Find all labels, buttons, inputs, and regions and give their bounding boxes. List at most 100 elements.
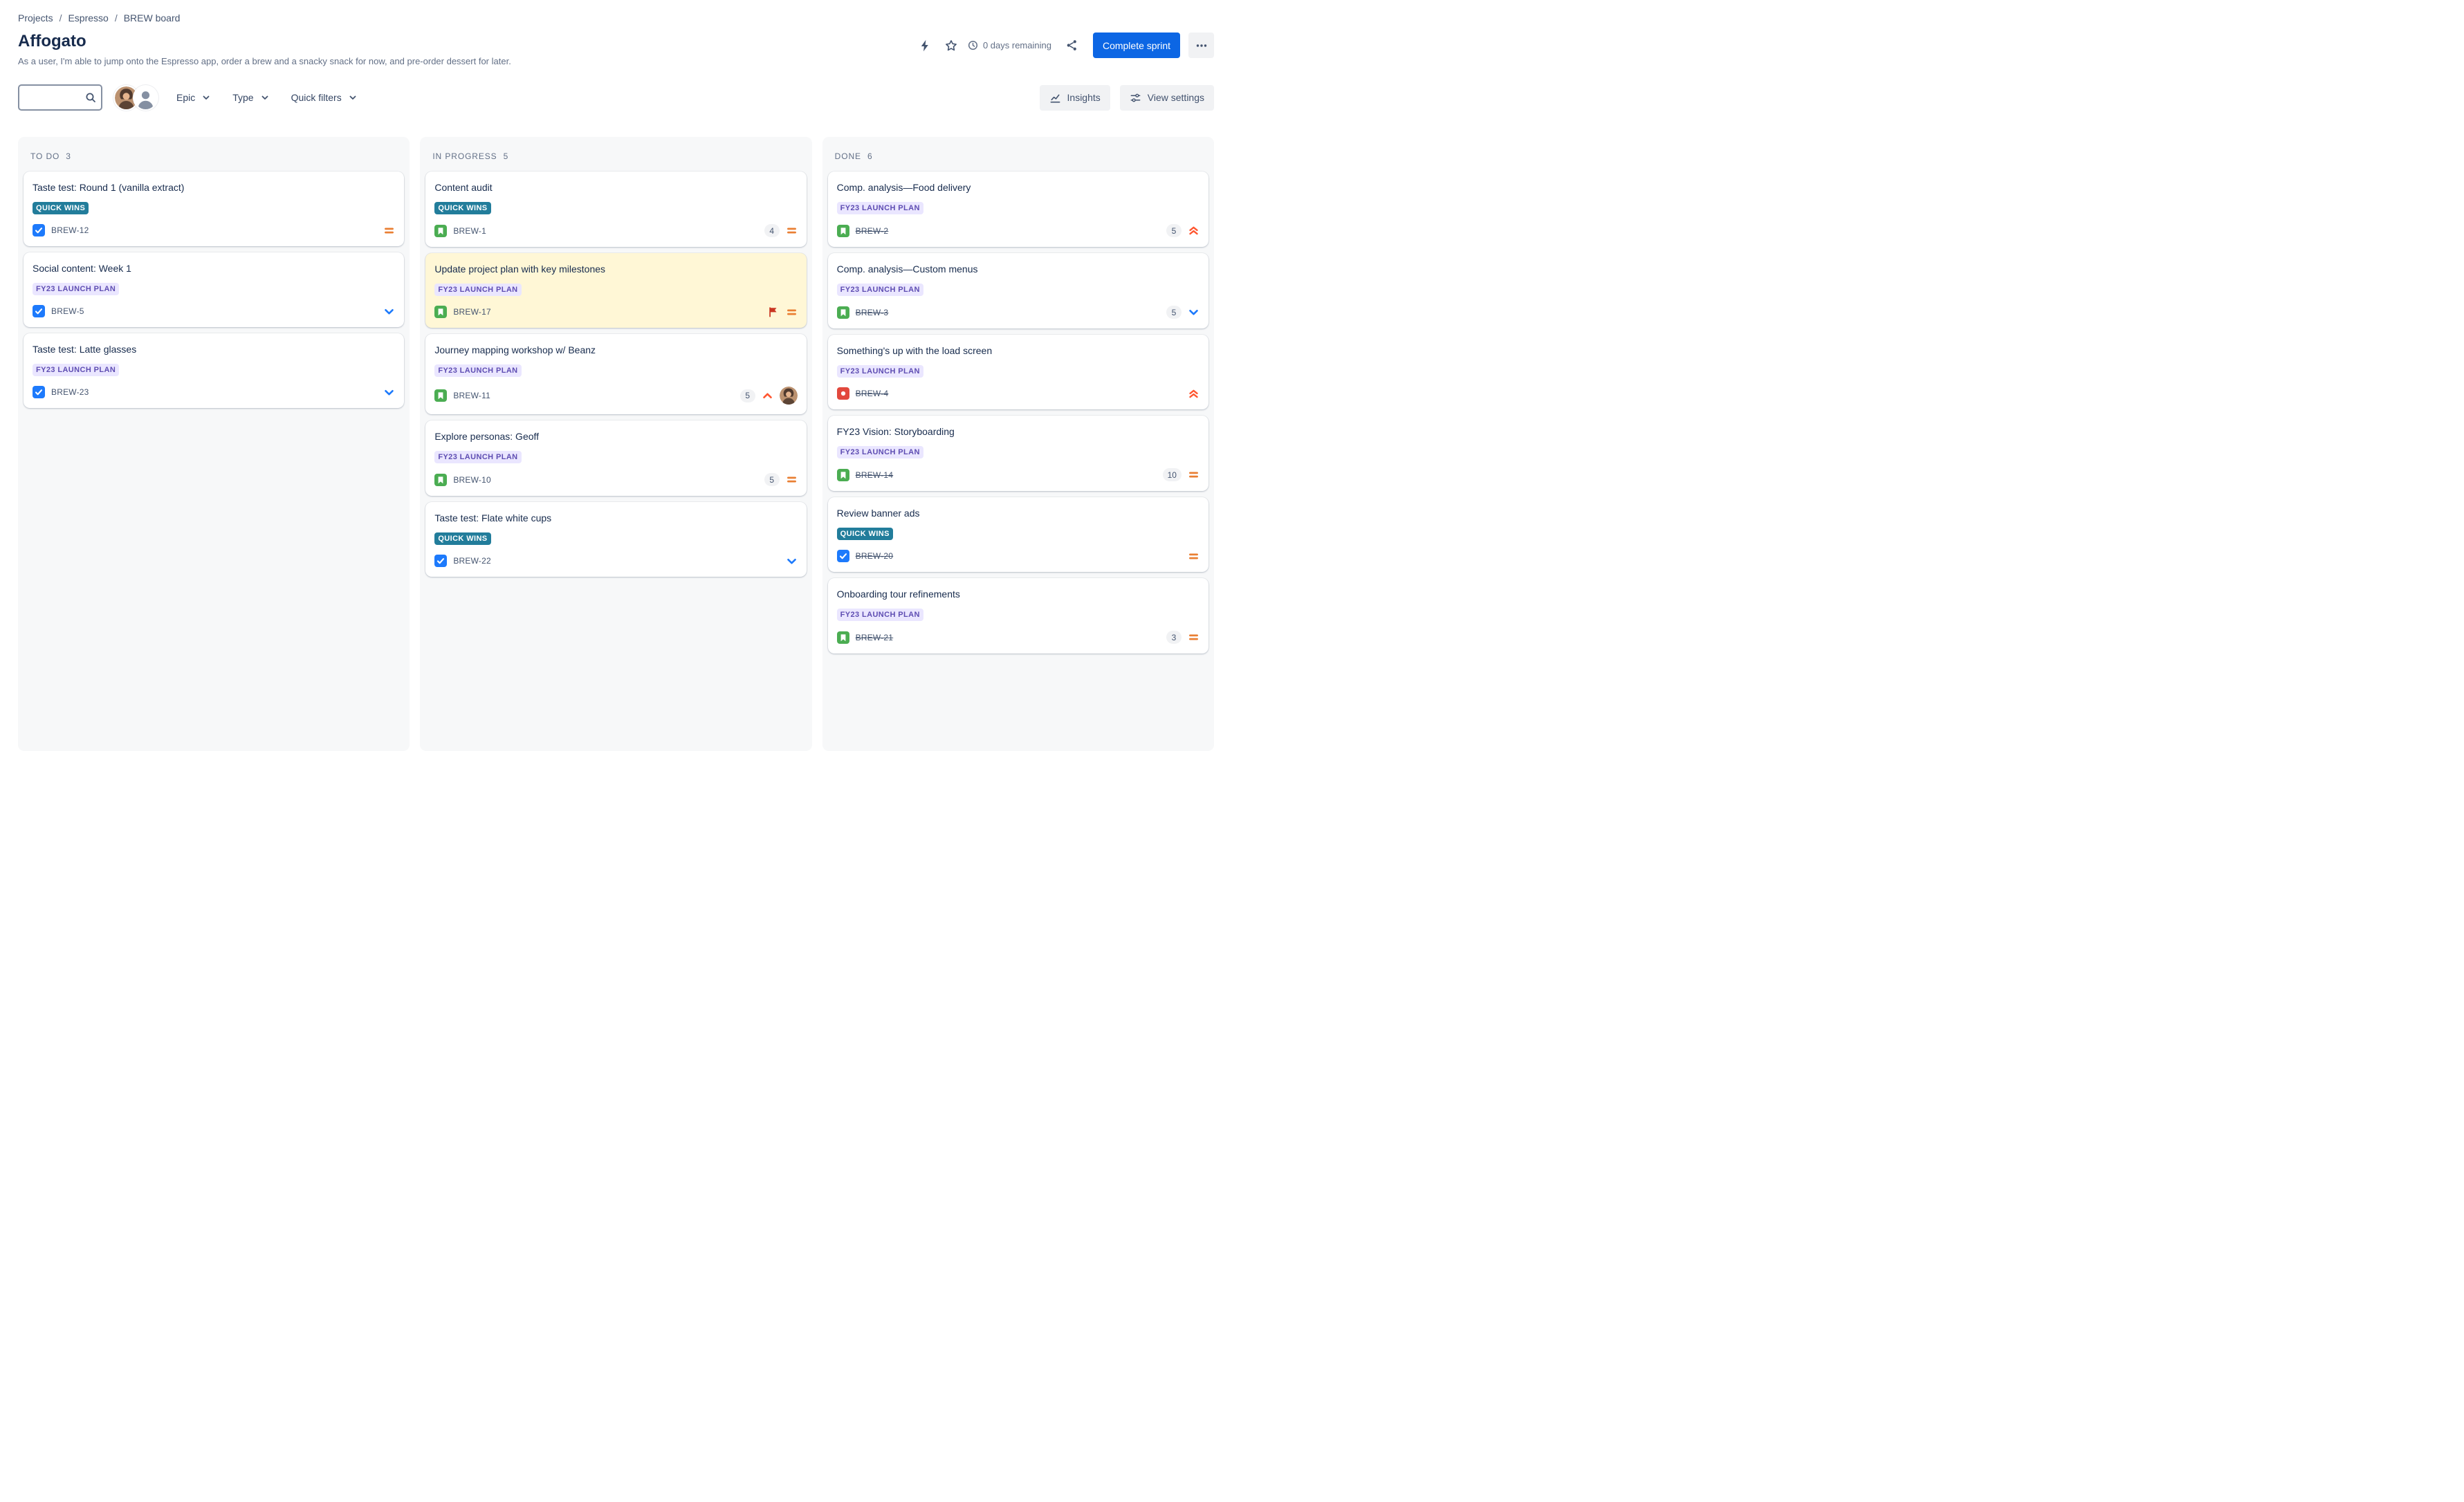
header-actions: 0 days remaining Complete sprint xyxy=(912,33,1214,58)
epic-label[interactable]: FY23 LAUNCH PLAN xyxy=(434,284,522,296)
task-icon xyxy=(33,305,45,317)
issue-card-brew-21[interactable]: Onboarding tour refinements FY23 LAUNCH P… xyxy=(827,578,1208,653)
epic-label[interactable]: FY23 LAUNCH PLAN xyxy=(434,364,522,377)
breadcrumb-projects[interactable]: Projects xyxy=(18,12,53,24)
column-todo: TO DO 3 Taste test: Round 1 (vanilla extra… xyxy=(18,137,410,751)
epic-row: QUICK WINS xyxy=(836,527,1199,540)
estimate-badge: 5 xyxy=(1166,224,1182,237)
card-footer: BREW-22 xyxy=(434,555,797,567)
epic-label[interactable]: QUICK WINS xyxy=(434,532,491,545)
card-title: FY23 Vision: Storyboarding xyxy=(836,426,955,437)
task-icon xyxy=(33,386,45,398)
issue-card-brew-14[interactable]: FY23 Vision: Storyboarding FY23 LAUNCH PL… xyxy=(827,416,1208,491)
epic-label[interactable]: FY23 LAUNCH PLAN xyxy=(33,364,120,376)
assignee-avatar[interactable] xyxy=(779,387,798,405)
epic-label[interactable]: FY23 LAUNCH PLAN xyxy=(836,284,923,296)
priority-medium-icon xyxy=(1188,631,1199,643)
more-icon xyxy=(1195,39,1208,53)
story-icon xyxy=(836,631,849,644)
issue-card-brew-20[interactable]: Review banner ads QUICK WINS BREW-20 xyxy=(827,497,1208,572)
search-input[interactable] xyxy=(18,84,102,111)
epic-row: FY23 LAUNCH PLAN xyxy=(836,364,1199,378)
column-header: DONE 6 xyxy=(828,142,1208,171)
column-title: DONE xyxy=(834,151,861,161)
issue-card-brew-10[interactable]: Explore personas: Geoff FY23 LAUNCH PLAN B… xyxy=(425,420,807,496)
story-icon xyxy=(836,306,849,319)
issue-card-brew-3[interactable]: Comp. analysis—Custom menus FY23 LAUNCH P… xyxy=(827,253,1208,328)
epic-row: FY23 LAUNCH PLAN xyxy=(836,201,1199,214)
epic-label[interactable]: FY23 LAUNCH PLAN xyxy=(836,609,923,621)
card-footer: BREW-2 5 xyxy=(836,224,1199,237)
epic-label[interactable]: FY23 LAUNCH PLAN xyxy=(836,202,923,214)
story-icon xyxy=(434,473,448,486)
filter-buttons: Epic Type Quick filters xyxy=(168,86,367,109)
share-icon xyxy=(1065,39,1078,52)
issue-key: BREW-1 xyxy=(453,225,486,236)
type-filter-label: Type xyxy=(232,92,254,103)
column-header: TO DO 3 xyxy=(24,142,404,171)
complete-sprint-button[interactable]: Complete sprint xyxy=(1092,33,1180,58)
story-icon xyxy=(434,224,448,237)
story-icon xyxy=(836,468,849,481)
issue-card-brew-17[interactable]: Update project plan with key milestones F… xyxy=(425,253,807,328)
member-avatar-photo[interactable] xyxy=(113,84,139,111)
issue-card-brew-22[interactable]: Taste test: Flate white cups QUICK WINS BR… xyxy=(425,502,807,577)
issue-card-brew-1[interactable]: Content audit QUICK WINS BREW-1 4 xyxy=(425,171,807,247)
priority-high-icon xyxy=(762,390,773,402)
card-title: Review banner ads xyxy=(836,508,920,519)
more-button[interactable] xyxy=(1188,33,1214,58)
priority-medium-icon xyxy=(1188,469,1199,481)
automation-button[interactable] xyxy=(912,33,937,58)
epic-label[interactable]: FY23 LAUNCH PLAN xyxy=(33,283,120,295)
issue-card-brew-2[interactable]: Comp. analysis—Food delivery FY23 LAUNCH … xyxy=(827,171,1208,247)
priority-low-icon xyxy=(786,555,798,567)
issue-key: BREW-23 xyxy=(51,387,89,397)
epic-row: FY23 LAUNCH PLAN xyxy=(434,450,797,463)
search-box xyxy=(18,84,102,111)
column-title: TO DO xyxy=(30,151,60,161)
epic-row: FY23 LAUNCH PLAN xyxy=(33,363,395,376)
issue-card-brew-5[interactable]: Social content: Week 1 FY23 LAUNCH PLAN BR… xyxy=(24,252,405,327)
breadcrumb-brew-board[interactable]: BREW board xyxy=(123,12,181,24)
card-title: Journey mapping workshop w/ Beanz xyxy=(434,344,596,355)
epic-label[interactable]: QUICK WINS xyxy=(33,202,89,214)
board-page: Projects / Espresso / BREW board Affogat… xyxy=(0,0,1232,751)
insights-button[interactable]: Insights xyxy=(1039,84,1110,111)
breadcrumb-espresso[interactable]: Espresso xyxy=(68,12,109,24)
epic-label[interactable]: FY23 LAUNCH PLAN xyxy=(836,365,923,378)
issue-card-brew-12[interactable]: Taste test: Round 1 (vanilla extract) QUI… xyxy=(24,171,405,246)
estimate-badge: 3 xyxy=(1166,631,1182,644)
task-icon xyxy=(33,224,45,237)
days-remaining: 0 days remaining xyxy=(968,40,1051,50)
epic-filter-label: Epic xyxy=(176,92,196,103)
issue-card-brew-11[interactable]: Journey mapping workshop w/ Beanz FY23 LA… xyxy=(425,334,807,414)
view-settings-button[interactable]: View settings xyxy=(1119,84,1214,111)
card-footer: BREW-21 3 xyxy=(836,631,1199,644)
card-footer: BREW-23 xyxy=(33,386,395,398)
share-button[interactable] xyxy=(1060,33,1085,58)
card-title: Social content: Week 1 xyxy=(33,263,131,274)
epic-label[interactable]: FY23 LAUNCH PLAN xyxy=(434,451,522,463)
priority-medium-icon xyxy=(1188,550,1199,562)
estimate-badge: 5 xyxy=(739,389,755,402)
board-toolbar: Epic Type Quick filters xyxy=(18,84,1214,111)
issue-key: BREW-11 xyxy=(453,391,490,400)
issue-key: BREW-5 xyxy=(51,306,84,316)
days-remaining-label: 0 days remaining xyxy=(982,40,1051,50)
issue-key: BREW-22 xyxy=(453,556,491,566)
type-filter-button[interactable]: Type xyxy=(224,86,278,109)
bug-icon xyxy=(836,387,849,400)
issue-card-brew-4[interactable]: Something's up with the load screen FY23 … xyxy=(827,335,1208,409)
card-footer: BREW-10 5 xyxy=(434,473,797,486)
quick-filters-button[interactable]: Quick filters xyxy=(283,86,367,109)
epic-filter-button[interactable]: Epic xyxy=(168,86,220,109)
epic-label[interactable]: QUICK WINS xyxy=(434,202,491,214)
epic-label[interactable]: FY23 LAUNCH PLAN xyxy=(836,446,923,458)
flag-icon xyxy=(768,306,780,318)
epic-label[interactable]: QUICK WINS xyxy=(836,528,893,540)
star-button[interactable] xyxy=(939,33,964,58)
issue-card-brew-23[interactable]: Taste test: Latte glasses FY23 LAUNCH PLA… xyxy=(24,333,405,408)
member-avatar-anonymous[interactable] xyxy=(133,84,158,111)
priority-low-icon xyxy=(383,306,395,317)
task-icon xyxy=(836,550,849,562)
